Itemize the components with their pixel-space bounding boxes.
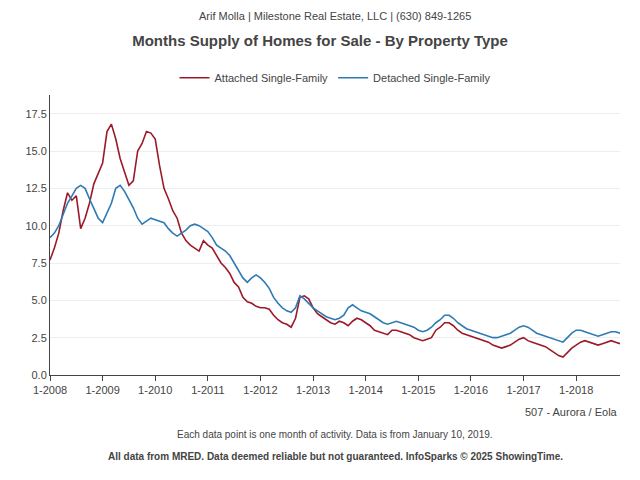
svg-text:1-2011: 1-2011 bbox=[191, 384, 224, 396]
svg-text:17.5: 17.5 bbox=[25, 108, 46, 120]
svg-text:1-2008: 1-2008 bbox=[33, 384, 67, 396]
svg-text:1-2018: 1-2018 bbox=[559, 384, 593, 396]
svg-text:Arif Molla | Milestone Real Es: Arif Molla | Milestone Real Estate, LLC … bbox=[199, 10, 471, 22]
svg-text:1-2017: 1-2017 bbox=[506, 384, 540, 396]
svg-text:2.5: 2.5 bbox=[32, 332, 47, 344]
svg-text:1-2012: 1-2012 bbox=[243, 384, 277, 396]
svg-text:Each data point is one month o: Each data point is one month of activity… bbox=[177, 429, 493, 440]
svg-text:1-2014: 1-2014 bbox=[349, 384, 383, 396]
svg-text:1-2015: 1-2015 bbox=[401, 384, 435, 396]
svg-text:Detached Single-Family: Detached Single-Family bbox=[373, 72, 490, 84]
svg-text:1-2013: 1-2013 bbox=[296, 384, 330, 396]
svg-text:5.0: 5.0 bbox=[32, 294, 47, 306]
svg-text:Attached Single-Family: Attached Single-Family bbox=[215, 72, 329, 84]
svg-text:1-2016: 1-2016 bbox=[454, 384, 488, 396]
svg-text:15.0: 15.0 bbox=[25, 145, 46, 157]
svg-text:1-2010: 1-2010 bbox=[138, 384, 172, 396]
svg-text:1-2009: 1-2009 bbox=[85, 384, 119, 396]
svg-text:0.0: 0.0 bbox=[32, 369, 47, 381]
svg-text:10.0: 10.0 bbox=[25, 220, 46, 232]
svg-text:Months Supply of Homes for Sal: Months Supply of Homes for Sale - By Pro… bbox=[132, 32, 508, 49]
svg-text:12.5: 12.5 bbox=[25, 182, 46, 194]
svg-text:All data from MRED. Data deeme: All data from MRED. Data deemed reliable… bbox=[108, 451, 563, 462]
svg-text:507 - Aurora / Eola: 507 - Aurora / Eola bbox=[525, 406, 618, 418]
svg-text:7.5: 7.5 bbox=[32, 257, 47, 269]
